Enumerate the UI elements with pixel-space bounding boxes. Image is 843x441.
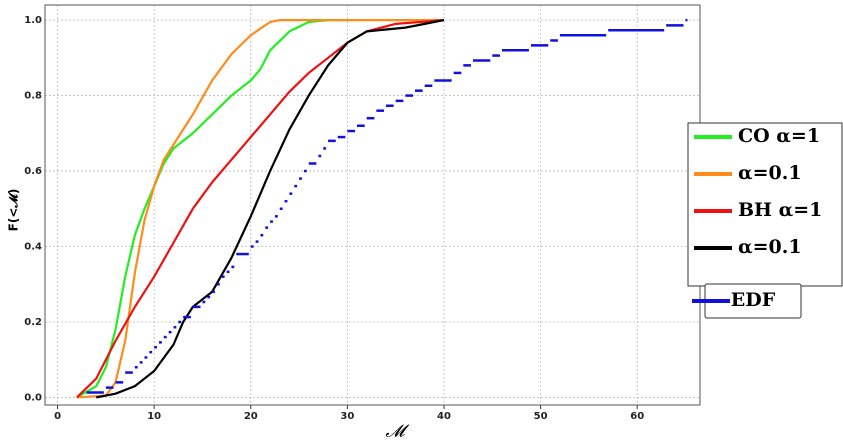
cdf-line bbox=[76, 18, 444, 399]
legend-label: CO α=1 bbox=[738, 125, 820, 147]
legend-label: BH α=1 bbox=[738, 199, 822, 221]
x-tick-label: 10 bbox=[147, 411, 161, 422]
cdf-line bbox=[95, 19, 445, 399]
y-tick-label: 1.0 bbox=[24, 15, 42, 26]
x-tick-label: 30 bbox=[340, 411, 354, 422]
x-tick-label: 0 bbox=[54, 411, 61, 422]
y-tick-label: 0.4 bbox=[24, 242, 42, 253]
x-tick-label: 40 bbox=[437, 411, 451, 422]
y-tick-label: 0.8 bbox=[24, 91, 42, 102]
plot: 0 10 20 30 40 50 60 0.0 0.2 0.4 0.6 0.8 1.0 bbox=[24, 4, 701, 422]
cdf-line bbox=[76, 18, 348, 399]
y-tick-label: 0.0 bbox=[24, 392, 42, 403]
y-tick-label: 0.6 bbox=[24, 166, 42, 177]
legend-label: α=0.1 bbox=[738, 236, 802, 258]
cdf-line bbox=[76, 18, 445, 399]
legend-box bbox=[687, 122, 843, 287]
y-axis-label: F(<𝓜) bbox=[7, 189, 21, 232]
x-tick-label: 20 bbox=[244, 411, 258, 422]
y-tick-label: 0.2 bbox=[24, 317, 42, 328]
legend-label: α=0.1 bbox=[738, 162, 802, 184]
x-tick-label: 60 bbox=[630, 411, 644, 422]
legend-label: EDF bbox=[731, 289, 776, 311]
x-axis-label: 𝓜 bbox=[385, 422, 409, 441]
plot-frame bbox=[44, 4, 701, 406]
x-tick-label: 50 bbox=[534, 411, 548, 422]
